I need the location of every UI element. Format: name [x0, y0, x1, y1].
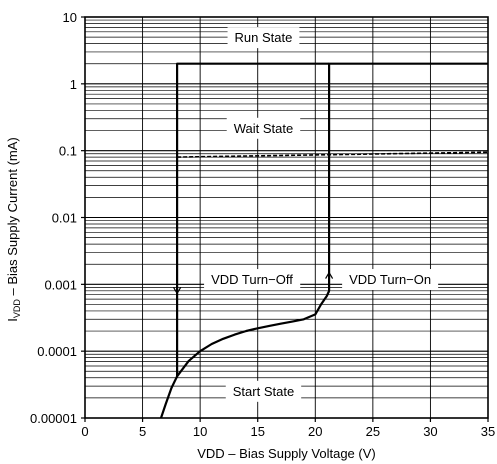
grid [85, 17, 488, 418]
x-tick-label: 20 [308, 424, 322, 439]
x-tick-label: 10 [193, 424, 207, 439]
y-tick-label: 10 [63, 10, 77, 25]
x-tick-label: 25 [366, 424, 380, 439]
x-tick-label: 0 [81, 424, 88, 439]
y-axis-label-rest: – Bias Supply Current (mA) [5, 137, 20, 299]
series-line-1 [159, 62, 488, 419]
annotation-background [225, 380, 302, 402]
annotation-background [227, 27, 300, 49]
x-tick-label: 35 [481, 424, 495, 439]
y-tick-label: 0.1 [59, 144, 77, 159]
annotation-label: Start State [233, 384, 294, 399]
series-line-2 [176, 62, 330, 377]
y-tick-label: 0.01 [52, 211, 77, 226]
annotation-label: Wait State [234, 121, 293, 136]
y-tick-label: 1 [70, 77, 77, 92]
y-tick-label: 0.001 [44, 277, 77, 292]
x-tick-label: 5 [139, 424, 146, 439]
x-tick-label: 30 [423, 424, 437, 439]
series-line-3 [177, 151, 489, 158]
annotation-label: VDD Turn−Off [211, 272, 293, 287]
arrow-head [325, 271, 334, 279]
annotation-label: VDD Turn−On [349, 272, 431, 287]
x-axis-label: VDD – Bias Supply Voltage (V) [197, 446, 375, 461]
annotation-label: Run State [235, 30, 293, 45]
annotation-layer: Run State Wait State VDD Turn−Off VDD Turn−… [173, 27, 439, 402]
y-axis-label-main: I [5, 318, 20, 322]
arrow-head [173, 287, 182, 295]
annotation-background [342, 269, 439, 291]
tick-layer: 0 5 10 15 20 25 30 35 0.00001 0.0001 0.001 0.01 0.1 1… [30, 10, 495, 439]
y-axis-label-sub: VDD [12, 299, 22, 319]
y-tick-label: 0.00001 [30, 411, 77, 426]
series-layer [159, 62, 489, 419]
y-tick-label: 0.0001 [37, 344, 77, 359]
x-tick-label: 15 [250, 424, 264, 439]
y-axis-label: IVDD – Bias Supply Current (mA) [5, 137, 22, 321]
annotation-background [226, 117, 301, 139]
annotation-background [204, 269, 301, 291]
